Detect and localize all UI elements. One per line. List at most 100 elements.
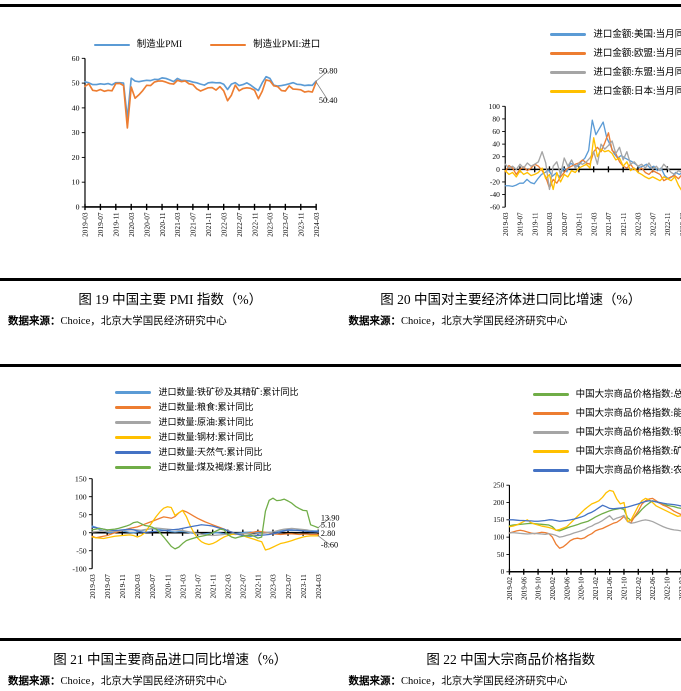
series-line-1 xyxy=(508,497,681,549)
y-tick-label: 0 xyxy=(83,528,87,537)
series-line-0 xyxy=(504,119,681,188)
x-tick-label: 2022-03 xyxy=(635,212,643,236)
x-tick-label: 2021-11 xyxy=(208,574,217,599)
charts-row-bottom: 进口数量:铁矿砂及其精矿:累计同比 进口数量:粮食:累计同比 进口数量:原油:累计同… xyxy=(0,367,681,638)
x-tick-label: 2021-03 xyxy=(173,212,182,237)
source-prefix: 数据来源： xyxy=(8,676,61,687)
y-tick-label: 60 xyxy=(72,54,80,63)
figure-19-source: 数据来源：Choice，北京大学国民经济研究中心 xyxy=(0,313,341,328)
figure-20-caption: 图 20 中国对主要经济体进口同比增速（%） xyxy=(380,292,642,307)
figure-22-source: 数据来源：Choice，北京大学国民经济研究中心 xyxy=(341,673,681,688)
legend-item: 进口数量:钢材:累计同比 xyxy=(115,432,298,443)
x-tick-label: 2019-07 xyxy=(96,212,105,237)
x-tick-label: 2019-06 xyxy=(521,576,528,600)
legend-label: 中国大宗商品价格指数:钢铁类 xyxy=(575,427,681,438)
figure-20-chart: 进口金额:美国:当月同比进口金额:欧盟:当月同比进口金额:东盟:当月同比进口金额… xyxy=(454,23,681,262)
figure-22-chart: 中国大宗商品价格指数:总指数中国大宗商品价格指数:能源类中国大宗商品价格指数:钢… xyxy=(454,383,681,622)
y-tick-label: 30 xyxy=(72,128,80,137)
x-tick-label: 2019-02 xyxy=(507,576,514,600)
legend-line-swatch xyxy=(115,391,152,394)
x-tick-label: 2022-11 xyxy=(664,212,672,236)
x-tick-label: 2019-07 xyxy=(103,574,112,599)
figure-20-source: 数据来源：Choice，北京大学国民经济研究中心 xyxy=(341,313,681,328)
legend-item: 中国大宗商品价格指数:总指数 xyxy=(532,389,681,401)
x-tick-label: 2019-10 xyxy=(536,576,543,600)
x-tick-label: 2022-07 xyxy=(649,212,657,236)
series-line-0 xyxy=(91,525,319,535)
x-tick-label: 2019-03 xyxy=(502,212,510,236)
x-tick-label: 2021-07 xyxy=(189,212,198,237)
x-tick-label: 2024-03 xyxy=(312,212,321,237)
x-tick-label: 2020-10 xyxy=(579,576,586,600)
x-tick-label: 2019-07 xyxy=(517,212,525,236)
legend-line-swatch xyxy=(532,412,569,415)
y-tick-label: -60 xyxy=(490,203,500,212)
chart-plot: -60 -40 -20 0 20 40 60 80 100 2019-03 2019-07 2019-… xyxy=(489,102,681,236)
chart-legend: 制造业PMI 制造业PMI:进口 xyxy=(93,39,321,51)
legend-label: 进口金额:美国:当月同比 xyxy=(593,29,681,40)
x-tick-label: 2020-03 xyxy=(127,212,136,237)
legend-line-swatch xyxy=(115,406,152,409)
x-tick-label: 2021-02 xyxy=(593,576,600,600)
y-tick-label: 20 xyxy=(492,152,500,161)
series-line-5 xyxy=(91,497,319,550)
legend-line-swatch xyxy=(532,393,569,396)
series-line-3 xyxy=(508,489,681,531)
legend-label: 进口数量:钢材:累计同比 xyxy=(158,432,254,442)
x-tick-label: 2024-03 xyxy=(314,574,323,599)
x-tick-label: 2023-03 xyxy=(269,574,278,599)
x-tick-label: 2023-07 xyxy=(284,574,293,599)
legend-item: 制造业PMI xyxy=(93,39,182,51)
y-tick-label: -40 xyxy=(490,190,500,199)
label-leader-line xyxy=(315,70,329,82)
x-tick-label: 2020-03 xyxy=(546,212,554,236)
data-label: 2.80 xyxy=(321,529,335,538)
figure-21-caption: 图 21 中国主要商品进口同比增速（%） xyxy=(53,652,288,667)
series-line-2 xyxy=(508,514,681,538)
legend-label: 中国大宗商品价格指数:能源类 xyxy=(575,408,681,419)
legend-line-swatch xyxy=(210,43,247,47)
chart-plot: 0 10 20 30 40 50 60 2019-03 2019-07 2019-11 2020-0… xyxy=(72,54,338,237)
y-tick-label: 100 xyxy=(75,492,87,501)
x-tick-label: 2023-07 xyxy=(281,212,290,237)
label-leader-line xyxy=(317,535,331,546)
legend-label: 中国大宗商品价格指数:矿产类 xyxy=(575,446,681,457)
legend-line-swatch xyxy=(532,469,569,472)
legend-item: 中国大宗商品价格指数:能源类 xyxy=(532,408,681,420)
y-tick-label: 50 xyxy=(72,79,80,88)
x-tick-label: 2021-11 xyxy=(620,212,628,236)
x-tick-label: 2021-11 xyxy=(204,212,213,236)
data-label: 5.10 xyxy=(321,521,335,530)
legend-label: 制造业PMI:进口 xyxy=(253,40,321,50)
y-tick-label: 50 xyxy=(497,550,505,559)
series-line-0 xyxy=(508,500,681,532)
source-prefix: 数据来源： xyxy=(348,676,402,687)
y-tick-label: 80 xyxy=(492,114,500,123)
series-line-4 xyxy=(508,500,681,522)
legend-line-swatch xyxy=(550,71,587,74)
x-tick-label: 2023-03 xyxy=(679,212,681,236)
figure-21-chart: 进口数量:铁矿砂及其精矿:累计同比 进口数量:粮食:累计同比 进口数量:原油:累计同… xyxy=(40,383,374,622)
legend-label: 进口金额:东盟:当月同比 xyxy=(593,67,681,78)
y-tick-label: 60 xyxy=(492,127,500,136)
y-tick-label: 40 xyxy=(72,103,80,112)
legend-line-swatch xyxy=(93,43,130,47)
y-tick-label: 0 xyxy=(496,165,500,174)
legend-label: 进口数量:原油:累计同比 xyxy=(158,417,254,427)
y-tick-label: 40 xyxy=(492,140,500,149)
legend-line-swatch xyxy=(115,436,152,439)
series-line-3 xyxy=(504,137,681,191)
series-line-4 xyxy=(91,524,319,537)
charts-row-top: 制造业PMI 制造业PMI:进口 0 10 20 30 40 50 60 2019-03 2019-… xyxy=(0,7,681,278)
x-tick-label: 2022-07 xyxy=(235,212,244,237)
x-tick-label: 2020-11 xyxy=(576,212,584,236)
legend-item: 中国大宗商品价格指数:农产品类 xyxy=(532,465,681,477)
legend-line-swatch xyxy=(532,450,569,453)
y-tick-label: 0 xyxy=(501,567,505,576)
legend-line-swatch xyxy=(115,421,152,424)
x-tick-label: 2020-07 xyxy=(561,212,569,236)
label-leader-line xyxy=(317,517,331,528)
legend-label: 进口数量:粮食:累计同比 xyxy=(158,402,254,412)
x-tick-label: 2020-07 xyxy=(142,212,151,237)
data-label: 13.90 xyxy=(321,513,340,522)
